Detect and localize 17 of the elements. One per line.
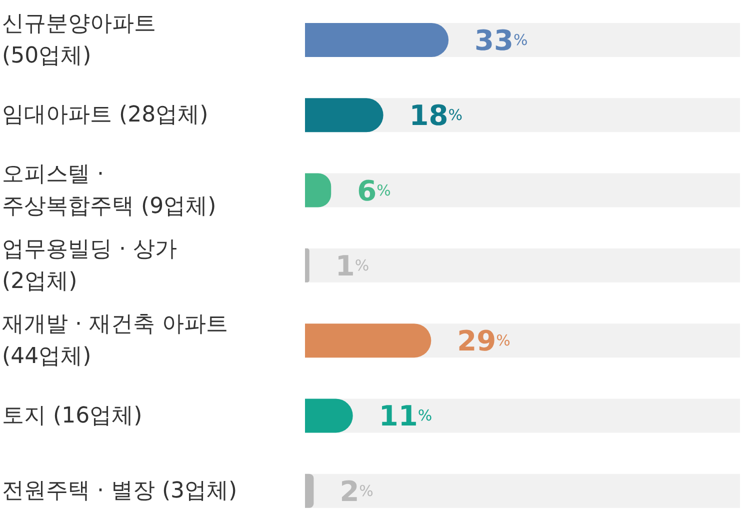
data-label: 2%	[340, 474, 374, 508]
y-tick-label: 신규분양아파트 (50업체)	[2, 11, 156, 68]
data-label: 33%	[474, 24, 528, 56]
bar	[305, 98, 384, 132]
y-tick-label: 토지 (16업체)	[2, 402, 142, 428]
data-label: 29%	[457, 324, 510, 358]
data-label: 6%	[357, 174, 391, 207]
data-label: 11%	[378, 399, 432, 432]
bar	[305, 248, 310, 282]
y-tick-label: 업무용빌딩 · 상가 (2업체)	[2, 236, 177, 294]
y-tick-label: 오피스텔 · 주상복합주택 (9업체)	[2, 161, 216, 218]
y-tick-label: 임대아파트 (28업체)	[2, 102, 208, 128]
data-label: 1%	[335, 248, 370, 282]
y-tick-label: 전원주택 · 별장 (3업체)	[2, 478, 238, 503]
y-tick-label: 재개발 · 재건축 아파트 (44업체)	[2, 312, 228, 369]
data-label: 18%	[409, 98, 463, 132]
bar	[305, 474, 314, 508]
